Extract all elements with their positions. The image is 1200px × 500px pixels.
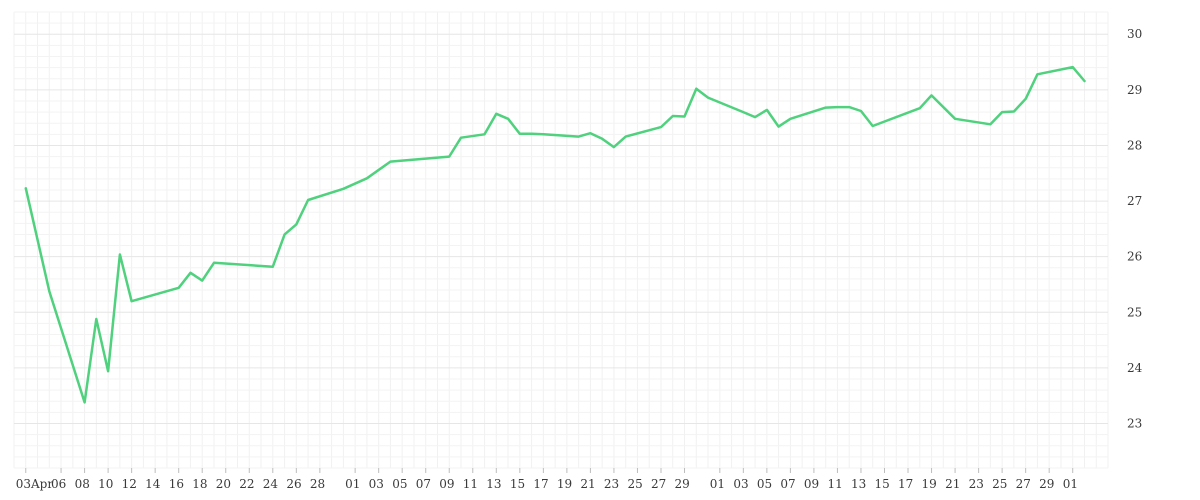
- series-layer: [24, 65, 1086, 404]
- x-tick-label: 26: [286, 477, 301, 491]
- x-tick-label: 19: [922, 477, 937, 491]
- x-tick-label: 29: [675, 477, 690, 491]
- x-tick-label: 07: [780, 477, 795, 491]
- x-tick-label: 13: [486, 477, 501, 491]
- x-tick-label: 27: [1016, 477, 1031, 491]
- x-tick-label: 03Apr: [16, 477, 54, 491]
- x-tick-label: 18: [192, 477, 207, 491]
- x-tick-label: 28: [310, 477, 325, 491]
- x-tick-label: 03: [733, 477, 748, 491]
- x-tick-label: 27: [651, 477, 666, 491]
- x-tick-label: 01: [710, 477, 725, 491]
- x-tick-label: 08: [75, 477, 90, 491]
- x-tick-label: 23: [969, 477, 984, 491]
- y-tick-label: 28: [1127, 138, 1142, 152]
- x-tick-label: 03: [369, 477, 384, 491]
- x-tick-label: 09: [804, 477, 819, 491]
- x-tick-label: 16: [169, 477, 184, 491]
- x-tick-label: 01: [1063, 477, 1078, 491]
- x-tick-label: 12: [122, 477, 137, 491]
- chart-grid: [13, 11, 1109, 469]
- x-tick-label: 25: [627, 477, 642, 491]
- x-tick-label: 09: [439, 477, 454, 491]
- x-tick-label: 17: [898, 477, 913, 491]
- y-tick-label: 26: [1127, 250, 1142, 264]
- x-tick-label: 20: [216, 477, 231, 491]
- x-tick-label: 14: [145, 477, 161, 491]
- x-tick-label: 24: [263, 477, 279, 491]
- x-tick-label: 19: [557, 477, 572, 491]
- x-tick-label: 17: [533, 477, 548, 491]
- x-tick-label: 05: [757, 477, 772, 491]
- y-tick-label: 27: [1127, 194, 1142, 208]
- x-tick-label: 11: [463, 477, 478, 491]
- x-tick-label: 21: [580, 477, 595, 491]
- x-tick-label: 22: [239, 477, 254, 491]
- x-tick-label: 05: [392, 477, 407, 491]
- x-tick-label: 25: [992, 477, 1007, 491]
- x-tick-label: 07: [416, 477, 431, 491]
- x-tick-label: 21: [945, 477, 960, 491]
- y-axis: 23 24 25 26 27 28 29 30: [1127, 27, 1143, 430]
- series-line-0: [24, 65, 1086, 404]
- x-tick-label: 06: [51, 477, 66, 491]
- x-tick-label: 29: [1039, 477, 1054, 491]
- x-tick-label: 13: [851, 477, 866, 491]
- y-tick-label: 25: [1127, 305, 1142, 319]
- x-tick-label: 11: [827, 477, 842, 491]
- y-tick-label: 30: [1127, 27, 1142, 41]
- y-tick-label: 29: [1127, 83, 1142, 97]
- x-tick-label: 01: [345, 477, 360, 491]
- y-tick-label: 24: [1127, 361, 1143, 375]
- x-tick-label: 15: [874, 477, 889, 491]
- x-tick-label: 10: [98, 477, 113, 491]
- y-tick-label: 23: [1127, 417, 1142, 431]
- x-tick-label: 23: [604, 477, 619, 491]
- x-tick-label: 15: [510, 477, 525, 491]
